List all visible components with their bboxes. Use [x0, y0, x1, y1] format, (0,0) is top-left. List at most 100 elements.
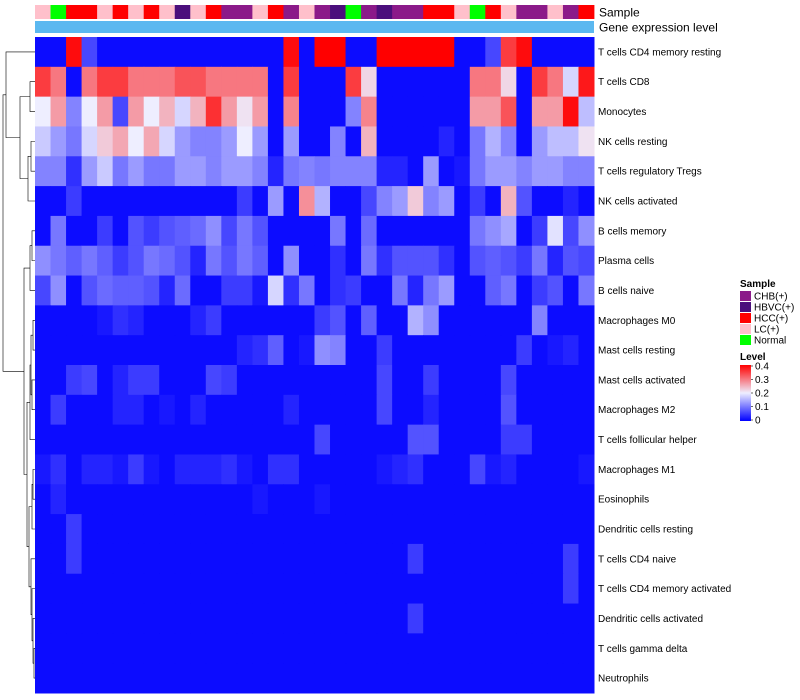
heatmap-cell [221, 37, 238, 68]
heatmap-cell [128, 245, 145, 277]
heatmap-cell [81, 365, 98, 396]
heatmap-cell [97, 126, 114, 157]
dendrogram-branch [33, 647, 35, 679]
heatmap-cell [392, 156, 409, 187]
heatmap-cell [97, 603, 114, 634]
heatmap-cell [469, 603, 486, 634]
heatmap-cell [562, 603, 579, 634]
dendrogram-branch [26, 401, 30, 548]
sample-annotation-cell [562, 5, 579, 19]
heatmap-cell [50, 96, 67, 127]
level-legend-tick-label: 0.2 [755, 389, 769, 400]
heatmap-cell [283, 424, 300, 455]
sample-annotation-cell [283, 5, 300, 19]
heatmap-cell [376, 275, 393, 306]
heatmap-cell [159, 365, 176, 396]
heatmap-cell [578, 543, 595, 575]
heatmap-cell [345, 245, 362, 277]
heatmap-cell [562, 633, 579, 664]
heatmap-cell [423, 484, 440, 515]
heatmap-cell [159, 394, 176, 426]
heatmap-cell [423, 365, 440, 396]
heatmap-cell [345, 424, 362, 455]
heatmap-cell [112, 245, 129, 277]
heatmap-cell [516, 573, 533, 605]
heatmap-cell [531, 156, 548, 187]
heatmap-cell [500, 186, 517, 217]
heatmap-cell [500, 215, 517, 247]
heatmap-cell [578, 305, 595, 336]
heatmap-cell [143, 543, 160, 575]
heatmap-cell [314, 484, 331, 515]
heatmap-cell [330, 305, 347, 336]
heatmap-cell [438, 633, 455, 664]
heatmap-cell [500, 484, 517, 515]
heatmap-cell [236, 424, 253, 455]
heatmap-cell [330, 156, 347, 187]
heatmap-cell [423, 66, 440, 98]
heatmap-cell [330, 126, 347, 157]
heatmap-cell [454, 275, 471, 306]
heatmap-cell [283, 186, 300, 217]
heatmap-cell [174, 365, 191, 396]
heatmap-cell [438, 37, 455, 68]
heatmap-cell [454, 37, 471, 68]
heatmap-cell [112, 633, 129, 664]
heatmap-cell [50, 37, 67, 68]
heatmap-cell [143, 215, 160, 247]
heatmap-cell [97, 663, 114, 694]
sample-legend-label: HBVC(+) [754, 303, 794, 314]
heatmap-cell [50, 126, 67, 157]
heatmap-cell [516, 335, 533, 366]
heatmap-cell [35, 305, 52, 336]
level-legend-title: Level [740, 352, 766, 363]
heatmap-cell [190, 245, 207, 277]
heatmap-cell [361, 603, 378, 634]
heatmap-cell [174, 96, 191, 127]
sample-annotation-cell [97, 5, 114, 19]
heatmap-cell [298, 573, 315, 605]
heatmap-cell [500, 156, 517, 187]
heatmap-cell [485, 335, 502, 366]
heatmap-cell [205, 96, 222, 127]
heatmap-cell [330, 514, 347, 545]
heatmap-cell [252, 335, 269, 366]
heatmap-cell [392, 394, 409, 426]
row-label: Neutrophils [598, 674, 649, 685]
heatmap-cell [562, 305, 579, 336]
heatmap-cell [392, 66, 409, 98]
heatmap-cell [392, 275, 409, 306]
heatmap-cell [423, 275, 440, 306]
heatmap-cell [283, 603, 300, 634]
heatmap-cell [361, 633, 378, 664]
heatmap-cell [252, 573, 269, 605]
heatmap-cell [298, 424, 315, 455]
heatmap-cell [298, 305, 315, 336]
sample-annotation-cell [205, 5, 222, 19]
heatmap-cell [35, 215, 52, 247]
heatmap-cell [159, 245, 176, 277]
heatmap-cell [500, 37, 517, 68]
sample-annotation-cell [516, 5, 533, 19]
heatmap-cell [485, 633, 502, 664]
heatmap-cell [547, 126, 564, 157]
heatmap-cell [500, 663, 517, 694]
sample-annotation-cell [330, 5, 346, 19]
sample-legend: Sample CHB(+)HBVC(+)HCC(+)LC(+)Normal [740, 279, 794, 347]
heatmap-cell [267, 484, 284, 515]
heatmap-cell [81, 484, 98, 515]
heatmap-cell [516, 603, 533, 634]
heatmap-cell [361, 454, 378, 485]
heatmap-cell [252, 514, 269, 545]
heatmap-cell [81, 156, 98, 187]
row-label: Eosinophils [598, 495, 649, 506]
heatmap-cell [345, 514, 362, 545]
heatmap-cell [361, 186, 378, 217]
heatmap-cell [562, 484, 579, 515]
sample-annotation-cell [174, 5, 191, 19]
heatmap-cell [66, 424, 83, 455]
heatmap-cell [283, 454, 300, 485]
heatmap-cell [562, 424, 579, 455]
heatmap-cell [392, 663, 409, 694]
heatmap-cell [438, 335, 455, 366]
